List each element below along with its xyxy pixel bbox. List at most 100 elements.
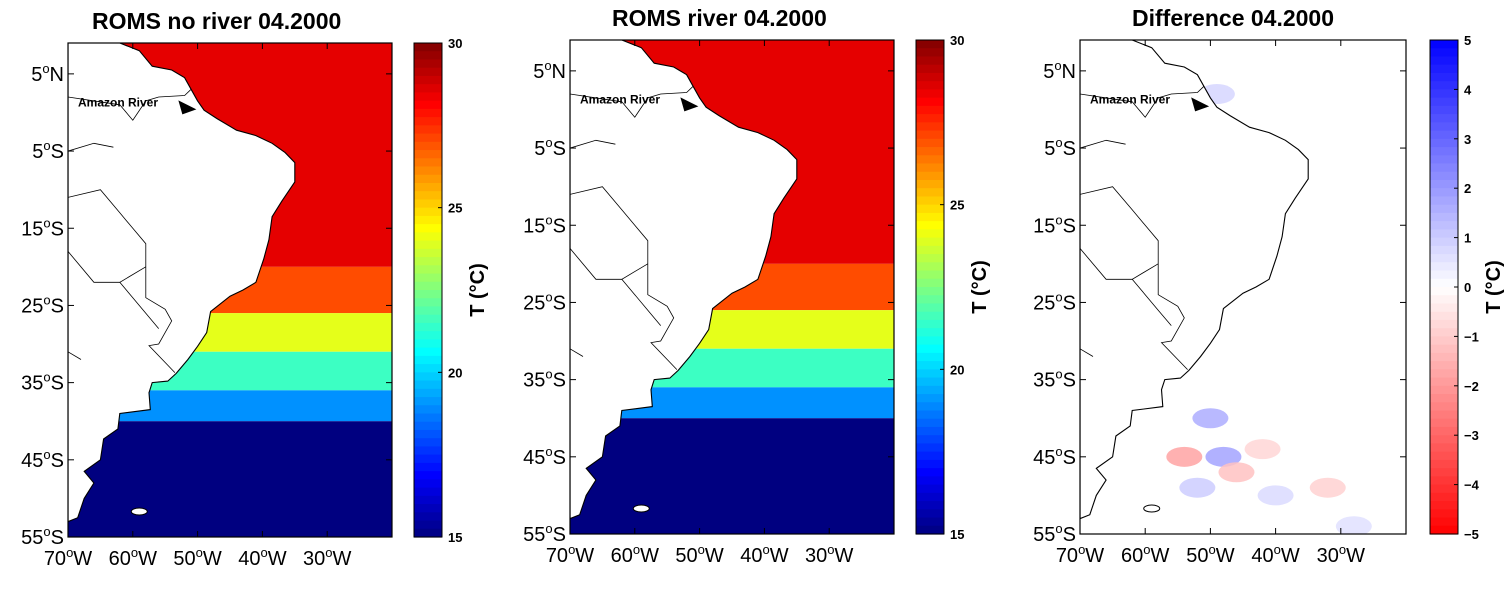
country-border-3 (119, 282, 160, 329)
anomaly-blob-8 (1335, 516, 1372, 534)
panel-title-difference: Difference 04.2000 (1132, 5, 1335, 31)
colorbar-step (414, 479, 442, 489)
colorbar-step (414, 84, 442, 93)
colorbar-step (1430, 361, 1458, 370)
colorbar-step (414, 405, 442, 415)
colorbar-step (916, 188, 944, 198)
colorbar-step (916, 64, 944, 74)
colorbar-step (414, 314, 442, 324)
colorbar-step (916, 484, 944, 494)
map-panel-0: Amazon River 5oN 5oS 15oS 25oS 35oS 45oS 55oS70… (21, 42, 393, 570)
colorbar-step (1430, 484, 1458, 494)
colorbar-step (916, 196, 944, 206)
colorbar-step (916, 394, 944, 403)
colorbar-step (414, 67, 442, 77)
amazon-river-label: Amazon River (580, 92, 660, 106)
lon-tick-label: 50oW (1186, 542, 1234, 567)
colorbar-step (916, 89, 944, 99)
colorbar-step (414, 454, 442, 464)
colorbar-step (916, 48, 944, 58)
colorbar-step (916, 56, 944, 66)
anomaly-blob-0 (1166, 446, 1203, 467)
amazon-arrow (178, 100, 197, 115)
colorbar-step (1430, 204, 1458, 214)
colorbar-tick-label: 4 (1464, 82, 1472, 97)
lat-tick-label: 25oS (21, 292, 64, 317)
colorbar-tick-label: 2 (1464, 181, 1471, 196)
colorbar-step (916, 369, 944, 379)
colorbar-1: 30 25 20 15 T (°C) (915, 33, 991, 542)
lon-tick-label: 30oW (303, 545, 351, 570)
country-border-4 (68, 351, 82, 360)
colorbar-step (1430, 385, 1458, 395)
colorbar-step (414, 397, 442, 406)
colorbar-step (414, 43, 442, 52)
colorbar-step (414, 59, 442, 69)
colorbar-step (1430, 72, 1458, 82)
colorbar-step (1430, 278, 1458, 288)
lon-tick-label: 30oW (805, 542, 853, 567)
colorbar-step (414, 51, 442, 61)
colorbar-label: T (°C) (1483, 260, 1505, 314)
lat-tick-label: 5oN (533, 58, 566, 83)
colorbar-step (916, 237, 944, 247)
colorbar-step (1430, 369, 1458, 379)
colorbar-tick-label: 25 (950, 198, 964, 213)
colorbar-step (1430, 344, 1458, 354)
colorbar-step (414, 290, 442, 299)
colorbar-step (414, 166, 442, 176)
colorbar-step (916, 525, 944, 535)
colorbar-step (916, 352, 944, 362)
country-border-3 (621, 279, 662, 326)
colorbar-step (414, 347, 442, 357)
colorbar-step (916, 492, 944, 502)
colorbar-tick-label: 30 (950, 33, 964, 48)
colorbar-step (1430, 105, 1458, 115)
colorbar-step (916, 138, 944, 148)
colorbar-step (1430, 130, 1458, 140)
lat-tick-label: 55oS (21, 524, 64, 549)
lon-tick-label: 60oW (1121, 542, 1169, 567)
colorbar-step (1430, 311, 1458, 321)
colorbar-step (414, 380, 442, 390)
colorbar-step (916, 229, 944, 239)
colorbar-step (1430, 336, 1458, 346)
lon-tick-label: 70oW (546, 542, 594, 567)
colorbar-step (916, 122, 944, 132)
lat-tick-label: 45oS (21, 447, 64, 472)
colorbar-step (916, 476, 944, 486)
colorbar-step (916, 311, 944, 321)
colorbar-step (414, 322, 442, 332)
colorbar-step (1430, 229, 1458, 239)
colorbar-step (1430, 426, 1458, 436)
colorbar-tick-label: 0 (1464, 280, 1471, 295)
colorbar-step (1430, 155, 1458, 165)
colorbar-step (1430, 509, 1458, 519)
colorbar-step (414, 108, 442, 118)
colorbar-step (414, 100, 442, 110)
colorbar-step (1430, 319, 1458, 329)
lon-tick-label: 30oW (1317, 542, 1365, 567)
colorbar-step (414, 117, 442, 126)
colorbar-step (1430, 435, 1458, 445)
map-panel-1: Amazon River 5oN 5oS 15oS 25oS 35oS 45oS 55oS70… (523, 39, 895, 567)
colorbar-step (1430, 295, 1458, 305)
colorbar-step (1430, 451, 1458, 461)
anomaly-blob-6 (1257, 485, 1294, 506)
lat-tick-label: 35oS (21, 370, 64, 395)
lon-tick-label: 50oW (675, 542, 723, 567)
colorbar-step (916, 40, 944, 49)
country-border-2 (570, 248, 649, 280)
colorbar-label: T (°C) (969, 260, 991, 314)
colorbar-tick-label: 3 (1464, 132, 1471, 147)
colorbar-tick-label: −3 (1464, 428, 1479, 443)
colorbar-step (414, 339, 442, 349)
lat-tick-label: 5oN (31, 61, 64, 86)
lat-tick-label: 35oS (1033, 367, 1076, 392)
colorbar-tick-label: 15 (950, 527, 964, 542)
colorbar-step (1430, 163, 1458, 173)
map-frame (569, 39, 895, 535)
colorbar-step (916, 287, 944, 296)
lat-tick-label: 5oN (1043, 58, 1076, 83)
